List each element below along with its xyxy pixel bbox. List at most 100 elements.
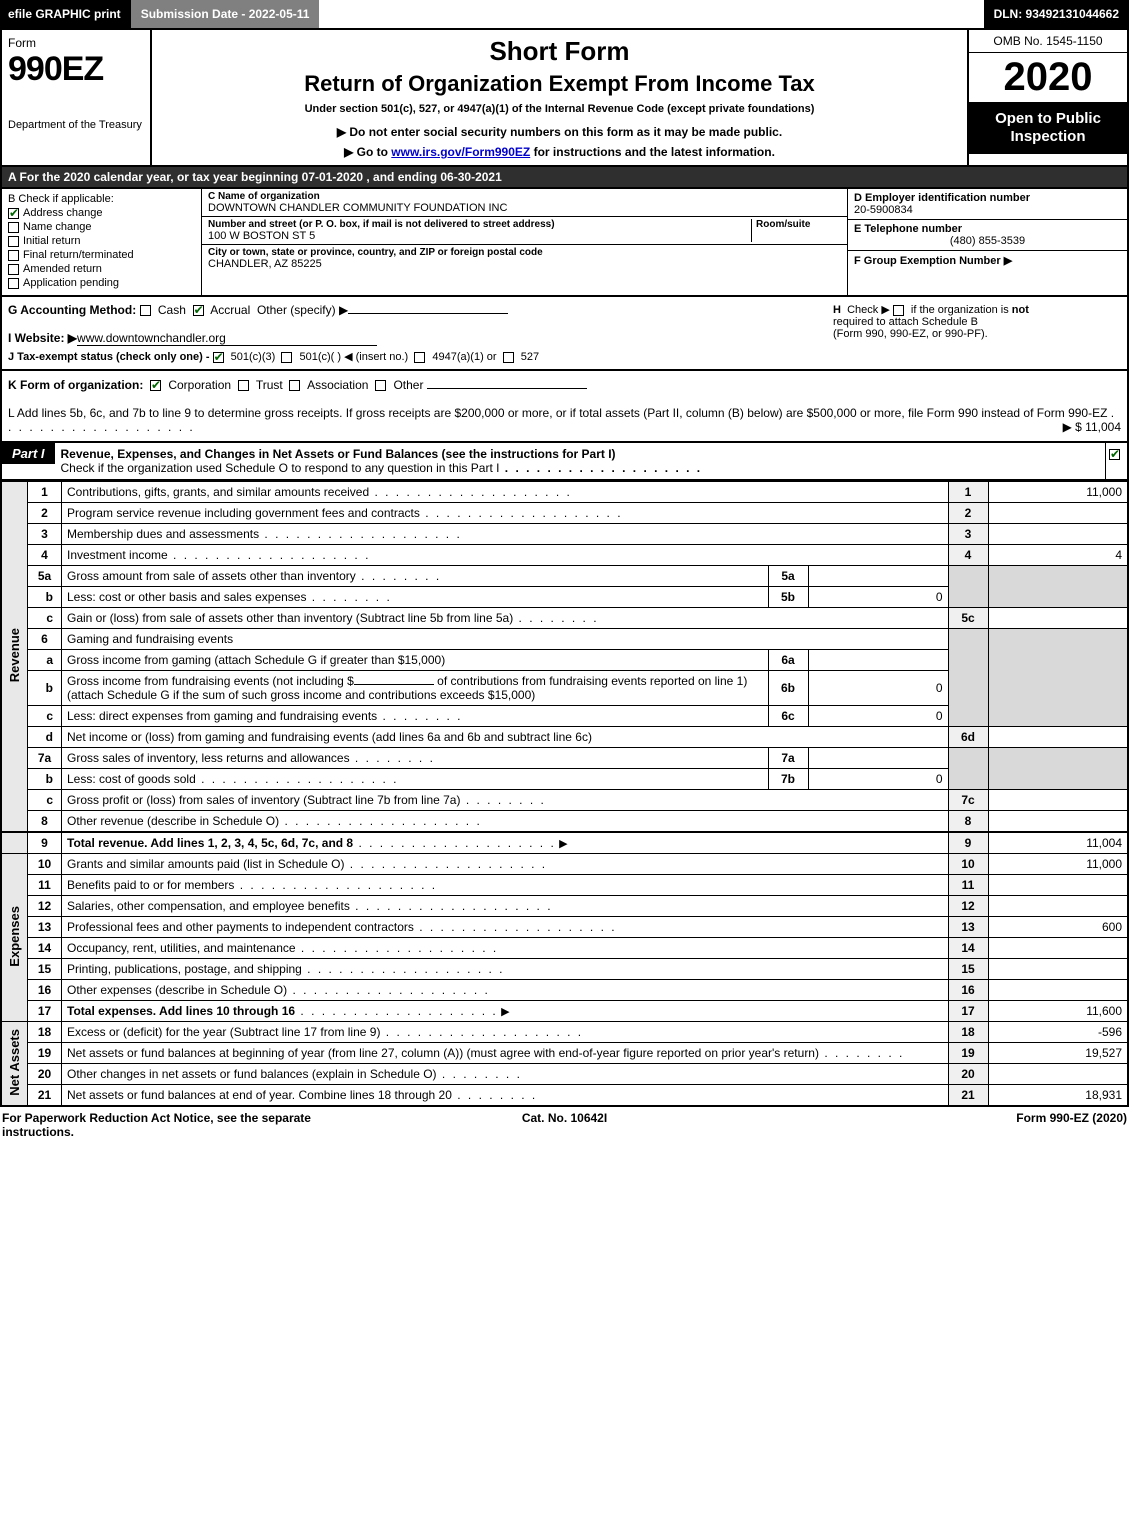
line-value: 11,000 [988, 482, 1128, 503]
table-row: 8 Other revenue (describe in Schedule O)… [1, 811, 1128, 833]
table-row: 16 Other expenses (describe in Schedule … [1, 980, 1128, 1001]
dots-icon [380, 1025, 583, 1039]
l-line: L Add lines 5b, 6c, and 7b to line 9 to … [0, 399, 1129, 443]
checkbox-icon[interactable] [8, 278, 19, 289]
line-number: 5a [28, 566, 62, 587]
checkbox-icon[interactable] [8, 264, 19, 275]
f-label: F Group Exemption Number ▶ [854, 255, 1012, 267]
line-number: 12 [28, 896, 62, 917]
k-trust: Trust [256, 378, 283, 392]
line-col: 16 [948, 980, 988, 1001]
line-col: 15 [948, 959, 988, 980]
line-desc: Gain or (loss) from sale of assets other… [62, 608, 949, 629]
h-section: H Check ▶ if the organization is not req… [827, 297, 1127, 369]
line-value [988, 524, 1128, 545]
efile-label[interactable]: efile GRAPHIC print [0, 0, 129, 28]
check-address-change: Address change [8, 207, 195, 219]
sidebar-label: Net Assets [7, 1029, 22, 1096]
line-value: 19,527 [988, 1043, 1128, 1064]
line-desc: Gross sales of inventory, less returns a… [62, 748, 769, 769]
g-other-field[interactable] [348, 313, 508, 314]
checkbox-icon[interactable] [8, 236, 19, 247]
city-value: CHANDLER, AZ 85225 [208, 258, 841, 270]
dots-icon [513, 611, 598, 625]
dots-icon [296, 941, 499, 955]
line-number: b [28, 769, 62, 790]
line-desc: Contributions, gifts, grants, and simila… [62, 482, 949, 503]
line-value [988, 1064, 1128, 1085]
website-value[interactable]: www.downtownchandler.org [77, 331, 377, 346]
line-number: b [28, 587, 62, 608]
checkbox-icon[interactable] [140, 305, 151, 316]
line-value: 11,000 [988, 854, 1128, 875]
table-row: 12 Salaries, other compensation, and emp… [1, 896, 1128, 917]
line-desc: Less: cost or other basis and sales expe… [62, 587, 769, 608]
contrib-field[interactable] [354, 684, 434, 685]
check-label: Amended return [23, 263, 102, 275]
org-name-row: C Name of organization DOWNTOWN CHANDLER… [202, 189, 847, 217]
checkbox-icon[interactable] [281, 352, 292, 363]
part1-table: Revenue 1 Contributions, gifts, grants, … [0, 481, 1129, 1107]
k-assoc: Association [307, 378, 368, 392]
table-row: 11 Benefits paid to or for members 11 [1, 875, 1128, 896]
checkbox-icon[interactable] [414, 352, 425, 363]
shaded-cell [988, 748, 1128, 790]
line-value [988, 896, 1128, 917]
checkbox-icon[interactable] [289, 380, 300, 391]
line-number: 6 [28, 629, 62, 650]
desc-text: Other revenue (describe in Schedule O) [67, 814, 279, 828]
dots-icon [287, 983, 490, 997]
line-number: 19 [28, 1043, 62, 1064]
checkbox-icon[interactable] [8, 250, 19, 261]
desc-text: Other changes in net assets or fund bala… [67, 1067, 437, 1081]
checkbox-icon[interactable] [503, 352, 514, 363]
line-desc: Gross income from fundraising events (no… [62, 671, 769, 706]
desc-text: Professional fees and other payments to … [67, 920, 414, 934]
line-desc: Occupancy, rent, utilities, and maintena… [62, 938, 949, 959]
irs-link[interactable]: www.irs.gov/Form990EZ [391, 145, 530, 159]
link-suffix: for instructions and the latest informat… [530, 145, 775, 159]
footer-right-suffix: (2020) [1089, 1111, 1127, 1125]
dots-icon [460, 793, 545, 807]
dots-icon [168, 548, 371, 562]
line-desc: Printing, publications, postage, and shi… [62, 959, 949, 980]
checkbox-icon[interactable] [213, 352, 224, 363]
room-label: Room/suite [756, 219, 841, 230]
line-col: 9 [948, 832, 988, 854]
addr-label: Number and street (or P. O. box, if mail… [208, 219, 751, 230]
desc-text: Less: direct expenses from gaming and fu… [67, 709, 377, 723]
group-exemption-row: F Group Exemption Number ▶ [848, 251, 1127, 270]
city-label: City or town, state or province, country… [208, 247, 841, 258]
checkbox-icon[interactable] [193, 305, 204, 316]
k-other-field[interactable] [427, 388, 587, 389]
check-label: Name change [23, 221, 92, 233]
check-application-pending: Application pending [8, 277, 195, 289]
checkbox-icon[interactable] [150, 380, 161, 391]
checkbox-icon[interactable] [1109, 449, 1120, 460]
line-number: c [28, 790, 62, 811]
dots-icon [437, 1067, 522, 1081]
e-label: E Telephone number [854, 223, 1121, 235]
j-line: J Tax-exempt status (check only one) - 5… [8, 350, 821, 363]
period-bar: A For the 2020 calendar year, or tax yea… [0, 167, 1129, 189]
line-col: 3 [948, 524, 988, 545]
checkbox-icon[interactable] [8, 208, 19, 219]
checkbox-icon[interactable] [238, 380, 249, 391]
checkbox-icon[interactable] [8, 222, 19, 233]
table-row: 2 Program service revenue including gove… [1, 503, 1128, 524]
table-row: 20 Other changes in net assets or fund b… [1, 1064, 1128, 1085]
checkbox-icon[interactable] [375, 380, 386, 391]
submission-date: Submission Date - 2022-05-11 [129, 0, 320, 28]
line-desc: Net assets or fund balances at beginning… [62, 1043, 949, 1064]
desc-text: Total revenue. Add lines 1, 2, 3, 4, 5c,… [67, 836, 353, 850]
h-text1: Check ▶ [847, 304, 890, 316]
checkbox-icon[interactable] [893, 305, 904, 316]
table-row: Net Assets 18 Excess or (deficit) for th… [1, 1022, 1128, 1043]
footer-right-form: 990-EZ [1050, 1111, 1089, 1125]
desc-text: Gross amount from sale of assets other t… [67, 569, 356, 583]
check-label: Application pending [23, 277, 119, 289]
table-row: 4 Investment income 4 4 [1, 545, 1128, 566]
k-line: K Form of organization: Corporation Trus… [0, 371, 1129, 399]
phone-value: (480) 855-3539 [854, 235, 1121, 247]
line-value [988, 503, 1128, 524]
